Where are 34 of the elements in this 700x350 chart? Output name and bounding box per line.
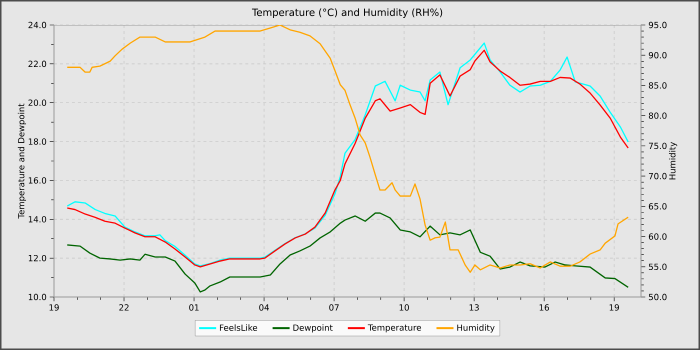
y-tick-label: 20.0 [28, 100, 46, 106]
legend-label: FeelsLike [220, 324, 258, 331]
legend-label: Temperature [368, 324, 422, 332]
y2-tick-label: 50.0 [648, 294, 667, 300]
x-tick-label: 19 [610, 304, 619, 311]
y-tick-label: 12.0 [28, 254, 46, 262]
y2-tick-label: 80.0 [648, 112, 667, 119]
x-tick-label: 01 [189, 304, 199, 311]
x-tick-label: 16 [540, 304, 549, 311]
y2-tick-label: 90.0 [648, 52, 667, 58]
x-tick-label: 19 [50, 304, 59, 311]
y-tick-label: 14.0 [28, 216, 46, 222]
y2-tick-label: 65.0 [648, 203, 667, 210]
legend-label: Humidity [457, 324, 495, 333]
y2-tick-label: 95.0 [648, 22, 667, 28]
y2-tick-label: 60.0 [648, 233, 667, 240]
y-tick-label: 18.0 [28, 138, 46, 145]
y2-axis-title: Humidity [668, 142, 678, 180]
y2-tick-label: 75.0 [648, 142, 667, 150]
legend-label: Dewpoint [293, 324, 333, 333]
y-axis-title: Temperature and Dewpoint [18, 104, 26, 219]
x-tick-label: 13 [470, 304, 479, 311]
x-tick-label: 07 [329, 304, 339, 311]
x-tick-label: 22 [119, 304, 129, 311]
y-tick-label: 22.0 [28, 60, 46, 68]
x-tick-label: 10 [400, 304, 409, 311]
y-tick-label: 16.0 [28, 177, 46, 184]
x-tick-label: 04 [259, 304, 269, 311]
y2-tick-label: 85.0 [648, 82, 667, 89]
y-tick-label: 10.0 [28, 294, 46, 300]
y2-tick-label: 70.0 [648, 172, 667, 180]
chart-title: Temperature (°C) and Humidity (RH%) [252, 8, 442, 18]
y-tick-label: 24.0 [28, 22, 46, 28]
y2-tick-label: 55.0 [648, 264, 667, 270]
